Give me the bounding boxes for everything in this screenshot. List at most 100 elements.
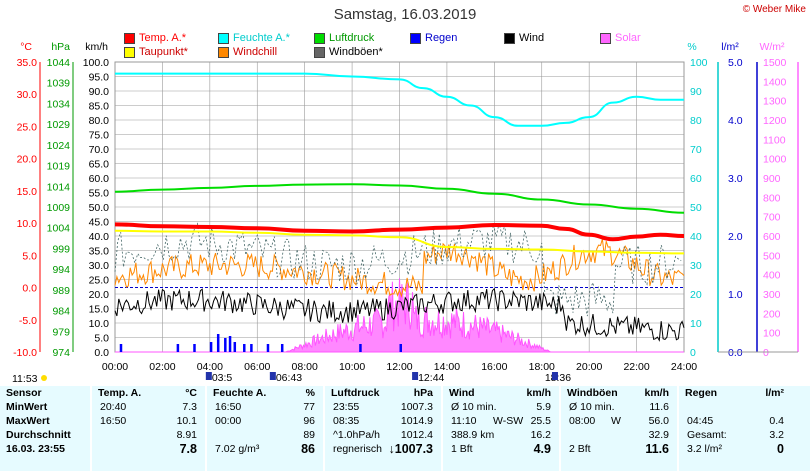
rain-bar — [224, 338, 227, 352]
rain-bar — [228, 336, 232, 352]
tick-label-x: 14:00 — [434, 361, 460, 373]
tick-label-solar: 400 — [763, 270, 781, 282]
tick-label-solar: 300 — [763, 289, 781, 301]
tick-label-kmh: 25.0 — [89, 275, 110, 287]
tick-label-kmh: 80.0 — [89, 115, 110, 127]
tick-label-kmh: 10.0 — [89, 318, 110, 330]
stats-row: Ø 10 min. 11.6 — [569, 401, 669, 413]
axis-unit-temp: °C — [20, 41, 32, 53]
stats-row: 89 — [303, 429, 315, 441]
series-temp-a — [114, 222, 685, 242]
legend-label: Windböen* — [329, 46, 383, 58]
tick-label-pct: 10 — [690, 318, 702, 330]
legend-label: Wind — [519, 32, 545, 44]
stats-label: Durchschnitt — [6, 429, 71, 441]
legend-item: Regen — [410, 32, 457, 44]
stats-label: MaxWert — [6, 415, 50, 427]
tick-label-kmh: 50.0 — [89, 202, 110, 214]
tick-label-hpa: 1034 — [47, 98, 71, 110]
tick-label-hpa: 989 — [52, 285, 70, 297]
time-marker-icon — [551, 372, 558, 380]
series-windboeen — [114, 222, 682, 317]
tick-label-hpa: 1044 — [47, 57, 71, 69]
tick-label-temp: 5.0 — [22, 250, 37, 262]
stats-row: ^1.0hPa/h 1012.4 — [333, 429, 433, 441]
stats-header: Windböen km/h — [567, 387, 669, 399]
tick-label-kmh: 0.0 — [94, 347, 109, 359]
tick-label-kmh: 100.0 — [83, 57, 109, 69]
tick-label-pct: 0 — [690, 347, 696, 359]
stats-row: 388.9 km 16.2 — [451, 429, 551, 441]
tick-label-kmh: 55.0 — [89, 188, 110, 200]
tick-label-temp: -5.0 — [19, 315, 37, 327]
series-wind — [114, 287, 685, 342]
tick-label-temp: 25.0 — [17, 121, 38, 133]
stats-header: Wind km/h — [449, 387, 551, 399]
rain-bar — [176, 344, 180, 352]
tick-label-kmh: 45.0 — [89, 217, 110, 229]
time-marker-label: 06:43 — [276, 372, 302, 384]
legend-label: Regen — [425, 32, 458, 44]
time-marker-label: 03:5 — [212, 372, 233, 384]
legend-item: Wind — [504, 32, 544, 44]
legend-item: Temp. A.* — [124, 32, 186, 44]
rain-bar — [399, 344, 402, 352]
tick-label-hpa: 984 — [52, 306, 70, 318]
rain-bar — [233, 342, 237, 352]
rain-bar — [266, 344, 270, 352]
stats-col-temp: Temp. A. °C 20:40 7.3 16:50 10.1 8.91 7.8 — [90, 386, 205, 471]
tick-label-hpa: 974 — [52, 347, 70, 359]
stats-row: 32.9 — [648, 429, 669, 441]
tick-label-solar: 100 — [763, 328, 781, 340]
stats-row: 11:10 W-SW 25.5 — [451, 415, 551, 427]
tick-label-x: 00:00 — [102, 361, 128, 373]
rain-bar — [216, 334, 220, 352]
tick-label-hpa: 1039 — [47, 78, 71, 90]
legend-swatch — [504, 32, 515, 44]
stats-row: 16:50 10.1 — [100, 415, 197, 427]
series-luftdruck — [114, 183, 685, 214]
tick-label-solar: 1300 — [763, 96, 787, 108]
legend-swatch — [124, 46, 135, 58]
tick-label-solar: 600 — [763, 231, 781, 243]
tick-label-kmh: 85.0 — [89, 101, 110, 113]
time-marker-icon — [205, 372, 212, 380]
tick-label-pct: 50 — [690, 202, 702, 214]
tick-label-solar: 500 — [763, 250, 781, 262]
sunrise-label: 11:53 — [12, 373, 38, 385]
legend-swatch — [410, 32, 421, 44]
axis-unit-hpa: hPa — [51, 41, 70, 53]
tick-label-x: 22:00 — [623, 361, 649, 373]
stats-row: Gesamt: 3.2 — [687, 429, 784, 441]
legend-swatch — [218, 46, 229, 58]
rain-bar — [250, 344, 253, 352]
stats-row — [679, 400, 792, 414]
rain-bar — [243, 344, 246, 352]
stats-col-rain: Regen l/m² 04:45 0.4 Gesamt: 3.2 3.2 l/m² 0 — [677, 386, 792, 471]
tick-label-x: 18:00 — [529, 361, 555, 373]
stats-header: Temp. A. °C — [98, 387, 197, 399]
legend-item: Taupunkt* — [124, 46, 188, 58]
tick-label-temp: 15.0 — [17, 186, 38, 198]
legend-swatch — [600, 32, 611, 44]
legend-label: Solar — [615, 32, 641, 44]
stats-row: 7.8 — [179, 442, 197, 456]
stats-row: 20:40 7.3 — [100, 401, 197, 413]
rain-bar — [193, 344, 196, 352]
stats-row: 08:35 1014.9 — [333, 415, 433, 427]
stats-row: 1 Bft 4.9 — [451, 442, 551, 456]
legend-swatch — [124, 32, 135, 44]
tick-label-rain: 0.0 — [728, 347, 743, 359]
tick-label-kmh: 70.0 — [89, 144, 110, 156]
tick-label-pct: 30 — [690, 260, 702, 272]
rain-bar — [119, 344, 123, 352]
rain-bar — [280, 344, 284, 352]
tick-label-pct: 70 — [690, 144, 702, 156]
tick-label-kmh: 60.0 — [89, 173, 110, 185]
tick-label-kmh: 75.0 — [89, 130, 110, 142]
rain-bar — [359, 344, 362, 352]
legend-item: Windböen* — [314, 46, 383, 58]
legend-item: Windchill — [218, 46, 277, 58]
tick-label-temp: 10.0 — [17, 218, 38, 230]
tick-label-temp: 30.0 — [17, 89, 38, 101]
